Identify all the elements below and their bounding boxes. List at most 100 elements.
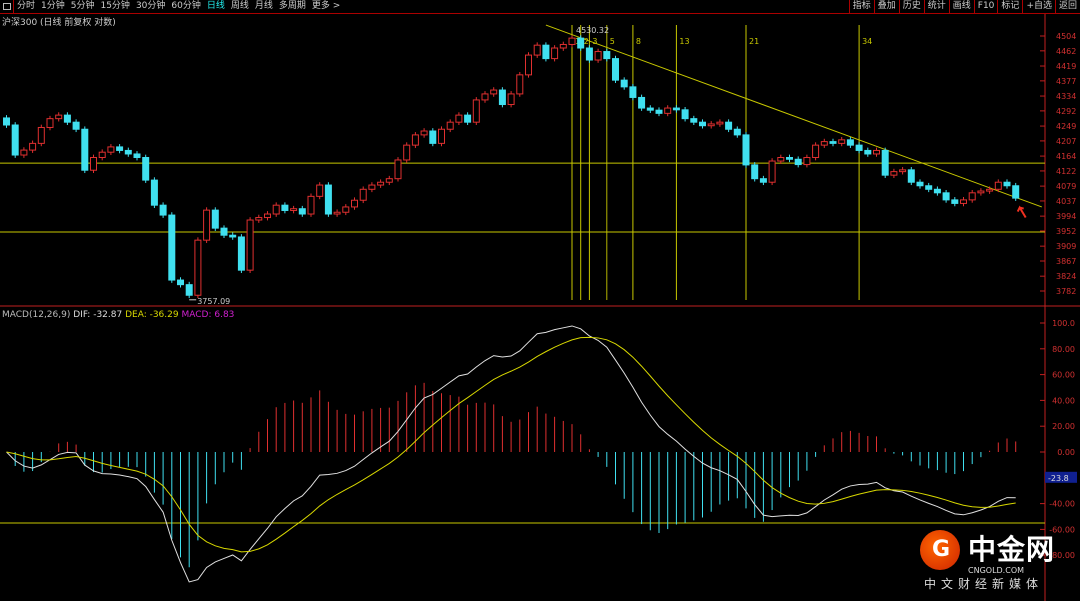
candle xyxy=(438,126,445,147)
period-tab[interactable]: 30分钟 xyxy=(135,1,166,11)
candle xyxy=(411,132,419,148)
candle-body xyxy=(11,124,19,156)
macd-label: -40.00 xyxy=(1049,500,1075,509)
candle xyxy=(55,112,63,122)
candle xyxy=(472,97,480,126)
candle xyxy=(464,112,472,126)
tool-button[interactable]: 指标 xyxy=(848,0,874,14)
candle xyxy=(803,154,811,168)
candle-body xyxy=(542,44,550,60)
candle-body xyxy=(455,114,463,123)
candle xyxy=(994,179,1002,193)
candle-body xyxy=(690,118,698,123)
chart-title: 沪深300 (日线 前复权 对数) xyxy=(2,18,116,28)
price-label: 4462 xyxy=(1056,47,1076,56)
price-label: 4079 xyxy=(1056,182,1076,191)
candle-body xyxy=(264,213,271,219)
period-tab[interactable]: 更多 > xyxy=(311,1,341,11)
candle xyxy=(255,214,263,223)
candle-body xyxy=(916,181,924,187)
tool-button[interactable]: 标记 xyxy=(997,0,1022,14)
candle xyxy=(1003,179,1011,189)
candle-body xyxy=(777,157,785,162)
candle-body xyxy=(994,181,1002,190)
candle-body xyxy=(942,192,950,201)
candle-body xyxy=(716,121,724,125)
candle-body xyxy=(907,169,915,183)
candle xyxy=(986,186,994,194)
candle-body xyxy=(881,149,889,176)
candle xyxy=(290,205,298,214)
candle xyxy=(690,115,698,126)
candle-body xyxy=(612,58,619,81)
period-tab[interactable]: 分时 xyxy=(17,1,36,11)
tool-button[interactable]: +自选 xyxy=(1022,0,1055,14)
candle xyxy=(264,211,271,221)
candle xyxy=(568,35,576,48)
period-tab[interactable]: 15分钟 xyxy=(100,1,130,11)
period-tab[interactable]: 周线 xyxy=(230,1,249,11)
candle-body xyxy=(81,128,89,171)
candle xyxy=(559,41,567,51)
candle-body xyxy=(568,37,576,45)
candle xyxy=(612,55,619,83)
candle-body xyxy=(90,157,97,171)
tool-button[interactable]: 返回 xyxy=(1054,0,1080,14)
tool-button[interactable]: 叠加 xyxy=(873,0,899,14)
candle-body xyxy=(420,130,428,136)
candle-body xyxy=(751,164,759,180)
period-tab[interactable]: 1分钟 xyxy=(41,1,65,11)
candle-body xyxy=(177,279,184,286)
period-tab[interactable]: 月线 xyxy=(254,1,273,11)
high-label: 4530.32 xyxy=(576,26,609,35)
candle-body xyxy=(481,93,489,101)
candle xyxy=(742,132,750,168)
candle-body xyxy=(638,96,646,109)
candle-body xyxy=(498,89,506,106)
candle xyxy=(968,189,976,203)
tool-button[interactable]: 统计 xyxy=(923,0,949,14)
tool-button[interactable]: F10 xyxy=(973,0,998,14)
candle xyxy=(403,142,411,163)
candle xyxy=(394,157,402,182)
period-tab[interactable]: 多周期 xyxy=(278,1,306,11)
candle-body xyxy=(159,204,167,216)
candle-body xyxy=(46,118,54,128)
candle-body xyxy=(933,188,941,194)
candle xyxy=(707,121,715,129)
candle-body xyxy=(429,130,437,144)
macd-label: 0.00 xyxy=(1057,448,1075,457)
price-label: 4504 xyxy=(1056,32,1076,41)
candle-body xyxy=(890,171,898,176)
tool-button[interactable]: 画线 xyxy=(948,0,974,14)
candle-body xyxy=(533,44,541,56)
panel-toggle-button[interactable] xyxy=(0,0,14,13)
candle-body xyxy=(438,128,445,144)
candle-body xyxy=(812,144,820,159)
macd-label: 40.00 xyxy=(1052,396,1075,405)
candle xyxy=(794,156,802,168)
candle-body xyxy=(829,141,837,144)
candle-body xyxy=(368,184,376,190)
period-tab[interactable]: 60分钟 xyxy=(171,1,201,11)
tool-button[interactable]: 历史 xyxy=(898,0,924,14)
price-label: 3782 xyxy=(1056,287,1076,296)
candle xyxy=(324,182,332,217)
candle xyxy=(759,175,767,186)
candle xyxy=(733,126,741,138)
candle-body xyxy=(316,184,324,197)
candle-body xyxy=(142,157,150,181)
candle xyxy=(664,105,672,117)
candle xyxy=(899,167,907,175)
trend-line xyxy=(545,24,1042,208)
candle xyxy=(116,144,124,154)
candle xyxy=(542,42,550,62)
candle-body xyxy=(351,199,358,208)
candle xyxy=(960,197,967,207)
period-tab[interactable]: 日线 xyxy=(206,1,225,11)
period-tab[interactable]: 5分钟 xyxy=(70,1,95,11)
price-label: 3909 xyxy=(1056,242,1076,251)
fib-label: 2 xyxy=(584,37,589,46)
candle-body xyxy=(133,153,141,159)
